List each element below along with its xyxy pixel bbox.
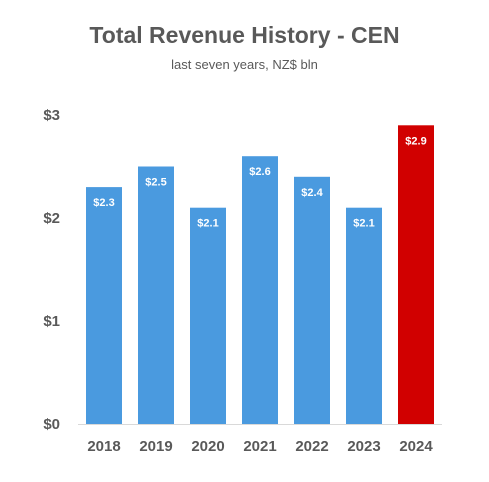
bar-2023 bbox=[346, 207, 382, 424]
x-tick-label-2023: 2023 bbox=[347, 438, 380, 455]
bar-2020 bbox=[190, 207, 226, 424]
data-label-2020: $2.1 bbox=[197, 218, 218, 230]
bar-2024 bbox=[398, 125, 434, 425]
y-tick-label: $0 bbox=[43, 416, 60, 433]
x-tick-label-2018: 2018 bbox=[87, 438, 120, 455]
data-label-2024: $2.9 bbox=[405, 135, 426, 147]
y-tick-label: $2 bbox=[43, 210, 60, 227]
x-tick-label-2022: 2022 bbox=[295, 438, 328, 455]
data-label-2019: $2.5 bbox=[145, 177, 166, 189]
x-tick-label-2019: 2019 bbox=[139, 438, 172, 455]
bar-2021 bbox=[242, 156, 278, 424]
x-tick-label-2024: 2024 bbox=[399, 438, 433, 455]
data-label-2023: $2.1 bbox=[353, 218, 374, 230]
bar-2019 bbox=[138, 166, 174, 424]
data-label-2018: $2.3 bbox=[93, 197, 114, 209]
bar-2018 bbox=[86, 187, 122, 424]
y-tick-label: $3 bbox=[43, 107, 60, 124]
bar-2022 bbox=[294, 176, 330, 424]
x-tick-label-2021: 2021 bbox=[243, 438, 276, 455]
x-tick-label-2020: 2020 bbox=[191, 438, 224, 455]
data-label-2021: $2.6 bbox=[249, 166, 270, 178]
y-tick-label: $1 bbox=[43, 313, 60, 330]
chart-subtitle: last seven years, NZ$ bln bbox=[171, 57, 318, 72]
data-label-2022: $2.4 bbox=[301, 187, 323, 199]
chart-title: Total Revenue History - CEN bbox=[89, 22, 400, 48]
